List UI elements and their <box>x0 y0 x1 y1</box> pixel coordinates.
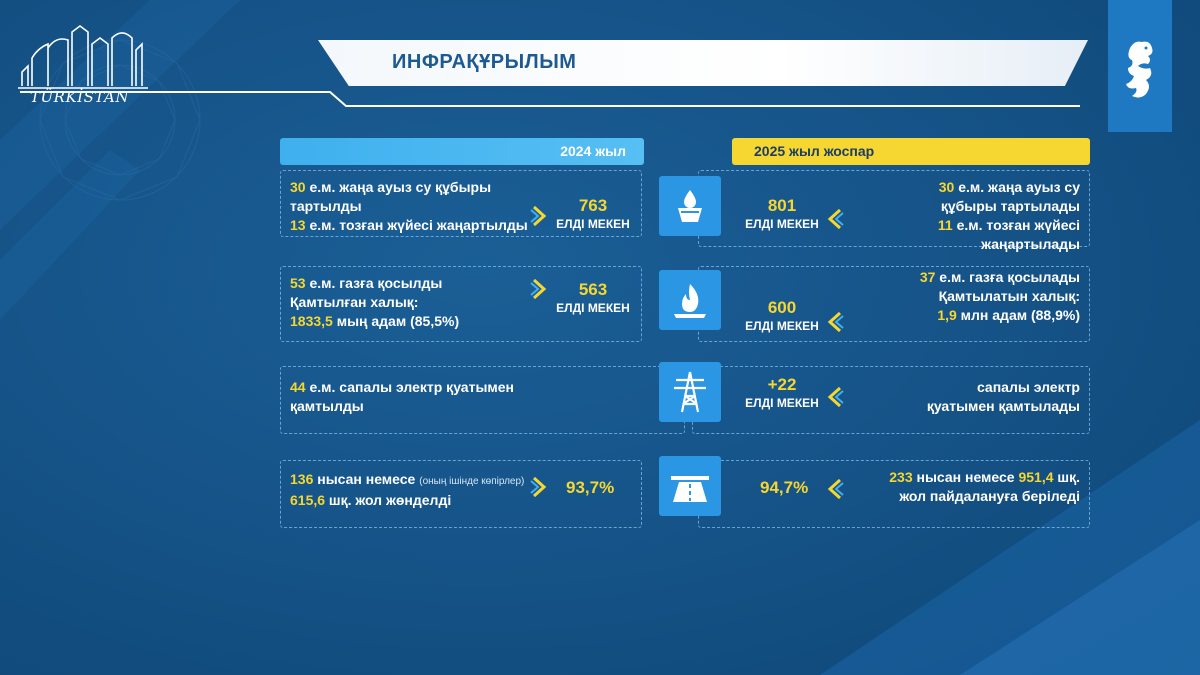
row-road-left-percent: 93,7% <box>566 478 615 497</box>
title-underline <box>20 91 1080 107</box>
chevron-left-icon <box>827 478 844 500</box>
snow-leopard-emblem-icon <box>1126 41 1153 98</box>
row-gas-right-text: 37 е.м. газға қосылады Қамтылатын халық:… <box>919 269 1080 323</box>
chevron-left-icon <box>827 311 844 333</box>
gas-flame-icon <box>674 284 706 318</box>
page-title: ИНФРАҚҰРЫЛЫМ <box>392 51 577 73</box>
row-water-left-value: 763 ЕЛДІ МЕКЕН <box>556 196 630 231</box>
row-water-left-text: 30 е.м. жаңа ауыз су құбыры тартылды 13 … <box>290 179 528 233</box>
chevron-left-icon <box>827 208 844 230</box>
row-road-right-text: 233 нысан немесе 951,4 шқ. жол пайдалану… <box>889 469 1080 504</box>
title-banner <box>318 40 1088 86</box>
row-water-right-value: 801 ЕЛДІ МЕКЕН <box>745 196 819 231</box>
power-tower-tile <box>659 362 721 422</box>
emblem-tab <box>1108 0 1172 132</box>
row-gas-left-text: 53 е.м. газға қосылды Қамтылған халық: 1… <box>290 275 460 329</box>
row-power-right-value: +22 ЕЛДІ МЕКЕН <box>745 375 819 410</box>
power-tower-icon <box>674 371 706 413</box>
row-road-right-percent: 94,7% <box>760 478 809 497</box>
row-road-left-text: 136 нысан немесе (оның ішінде көпірлер) … <box>290 471 525 508</box>
chevron-right-icon <box>530 205 547 227</box>
chevron-left-icon <box>827 386 844 408</box>
chevron-right-icon <box>530 476 547 498</box>
column-header-2025: 2025 жыл жоспар <box>732 138 1090 165</box>
row-power-right-text: сапалы электр қуатымен қамтылады <box>926 379 1080 414</box>
row-water-right-text: 30 е.м. жаңа ауыз су құбыры тартылады 11… <box>937 179 1080 252</box>
row-gas-left-box <box>280 266 642 342</box>
water-tap-tile <box>659 176 721 236</box>
column-header-2024: 2024 жыл <box>280 138 644 165</box>
gas-flame-tile <box>659 270 721 330</box>
row-gas-left-value: 563 ЕЛДІ МЕКЕН <box>556 280 630 315</box>
row-water-left-box <box>280 170 642 237</box>
chevron-right-icon <box>530 278 547 300</box>
water-tap-icon <box>678 190 702 222</box>
turkistan-logo <box>18 25 148 89</box>
row-gas-right-value: 600 ЕЛДІ МЕКЕН <box>745 298 819 333</box>
road-icon <box>671 476 709 502</box>
road-tile <box>659 456 721 516</box>
row-power-left-text: 44 е.м. сапалы электр қуатымен қамтылды <box>290 379 514 414</box>
row-road-left-box <box>280 460 642 528</box>
